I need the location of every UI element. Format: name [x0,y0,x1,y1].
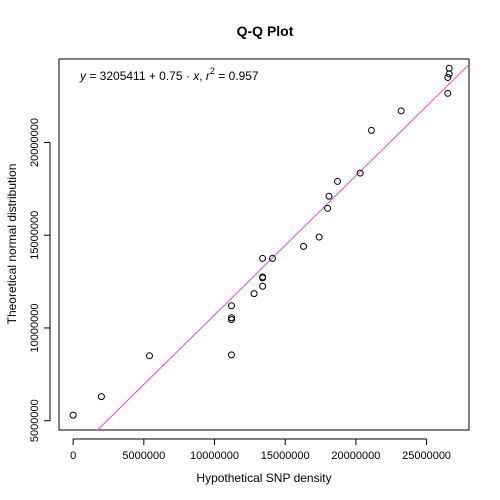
data-point [445,64,453,72]
data-point [259,282,267,290]
equation-y-var: y [79,69,87,83]
data-point [227,316,235,324]
equation-r-var: r [206,69,211,83]
data-point [367,126,375,134]
x-axis-label: Hypothetical SNP density [196,471,331,485]
x-tick-label: 5000000 [122,450,165,462]
x-tick-label: 25000000 [402,450,451,462]
regression-line [96,64,469,430]
data-point [268,254,276,262]
regression-equation: y = 3205411 + 0.75 · x, r2 = 0.957 [79,66,259,83]
y-axis: 5000000 10000000 15000000 20000000 [29,118,51,442]
data-point [227,351,235,359]
data-point [145,352,153,360]
x-axis: 0 5000000 10000000 15000000 20000000 25000000 [70,438,451,462]
y-tick-label: 5000000 [29,399,41,442]
x-tick-label: 20000000 [331,450,380,462]
data-point [300,242,308,250]
data-point [69,411,77,419]
data-point [227,314,235,322]
equation-r-exponent: 2 [210,66,215,76]
y-axis-label: Theoretical normal distribution [5,164,19,325]
data-point [324,204,332,212]
data-point [259,254,267,262]
equation-body: = 3205411 + 0.75 · [86,69,193,83]
equation-separator: , [199,69,206,83]
x-tick-label: 10000000 [190,450,239,462]
data-point [356,169,364,177]
equation-r-value: = 0.957 [215,69,259,83]
x-tick-label: 15000000 [261,450,310,462]
data-point [97,393,105,401]
y-tick-label: 20000000 [29,118,41,167]
plot-frame [58,58,470,431]
chart-title: Q-Q Plot [237,23,294,39]
data-point [315,233,323,241]
x-tick-label: 0 [70,450,76,462]
y-tick-label: 15000000 [29,211,41,260]
data-points [69,64,453,419]
data-point [334,177,342,185]
equation-x-var: x [192,69,200,83]
data-point [444,74,452,82]
data-point [250,290,258,298]
data-point [397,107,405,115]
data-point [444,89,452,97]
data-point [259,273,267,281]
y-tick-label: 10000000 [29,303,41,352]
data-point [325,192,333,200]
data-point [227,302,235,310]
